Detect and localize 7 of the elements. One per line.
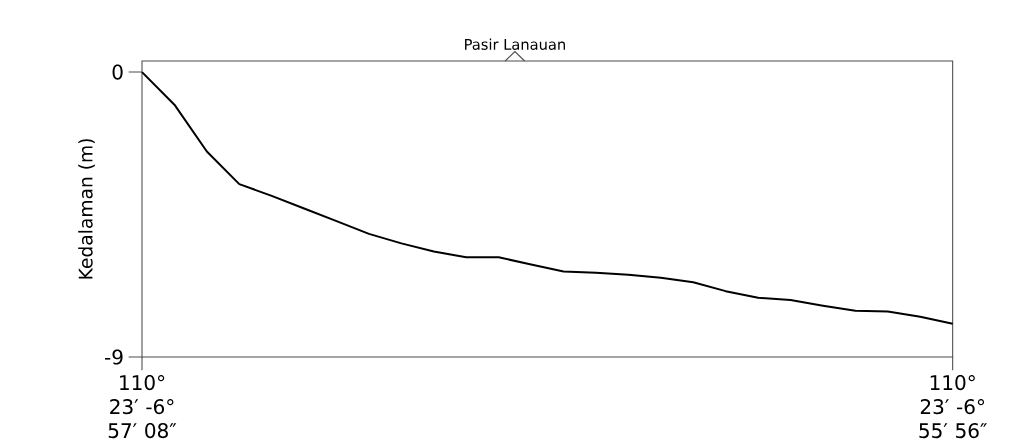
- x-tick-label: 110° 23′ -6° 55′ 56″: [919, 375, 987, 439]
- y-tick-label: 0: [112, 64, 123, 80]
- y-axis-title: Kedalaman (m): [78, 139, 95, 279]
- y-tick-label: -9: [105, 349, 123, 365]
- x-tick-label: 110° 23′ -6° 57′ 08″: [108, 375, 177, 439]
- text: Pasir Lanauan: [465, 38, 565, 51]
- line-series: [141, 71, 954, 325]
